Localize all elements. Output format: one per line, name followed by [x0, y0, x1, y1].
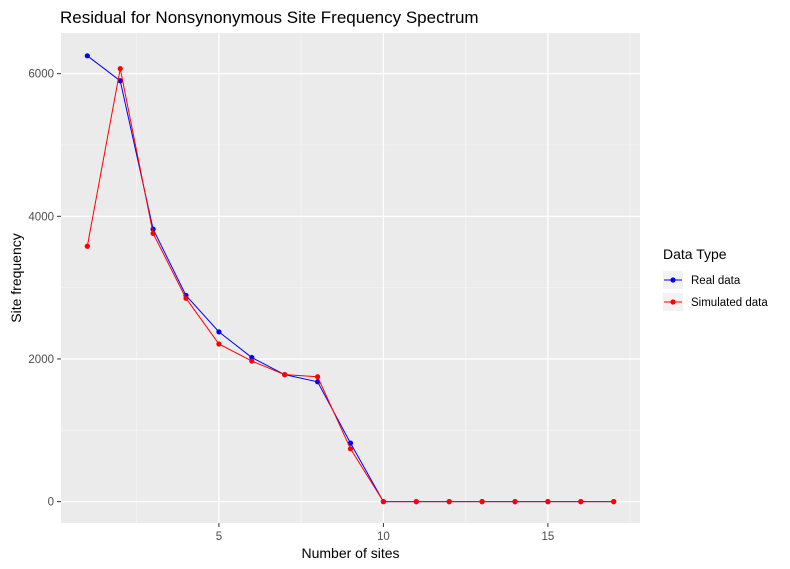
data-point	[117, 66, 123, 72]
series-layer	[84, 53, 617, 505]
data-point	[117, 78, 123, 84]
data-point	[249, 358, 255, 364]
data-point	[545, 499, 551, 505]
data-point	[84, 243, 90, 249]
y-tick-label: 6000	[28, 69, 54, 81]
data-point	[479, 499, 485, 505]
y-tick-label: 2000	[28, 354, 54, 366]
y-axis-title: Site frequency	[8, 233, 24, 323]
legend-key	[663, 293, 683, 311]
data-point	[578, 499, 584, 505]
data-point	[413, 499, 419, 505]
data-point	[611, 499, 617, 505]
legend-title: Data Type	[663, 246, 727, 262]
data-point	[216, 329, 222, 335]
chart-title: Residual for Nonsynonymous Site Frequenc…	[60, 8, 479, 27]
legend: Data Type Real data Simulated data	[663, 246, 768, 311]
legend-label: Real data	[691, 275, 741, 287]
x-tick-label: 5	[216, 531, 222, 543]
x-axis: 5 10 15	[216, 523, 554, 543]
legend-label: Simulated data	[691, 297, 768, 309]
data-point	[315, 374, 321, 380]
data-point	[347, 440, 354, 446]
y-tick-label: 0	[48, 497, 54, 509]
data-point	[446, 499, 452, 505]
data-point	[380, 499, 386, 505]
y-tick-label: 4000	[28, 211, 54, 223]
data-point	[347, 446, 354, 452]
data-point	[216, 341, 222, 347]
data-point	[512, 499, 518, 505]
data-point	[84, 53, 90, 59]
data-point	[282, 372, 288, 378]
x-axis-title: Number of sites	[301, 545, 399, 561]
data-point	[150, 230, 156, 237]
data-point	[249, 354, 255, 361]
data-point	[183, 295, 189, 301]
x-tick-label: 10	[377, 531, 390, 543]
series-simulated-data	[84, 66, 617, 505]
grid-minor	[61, 33, 640, 523]
legend-key	[663, 271, 683, 289]
x-tick-label: 15	[541, 531, 554, 543]
y-axis: 0 2000 4000 6000	[28, 69, 61, 509]
